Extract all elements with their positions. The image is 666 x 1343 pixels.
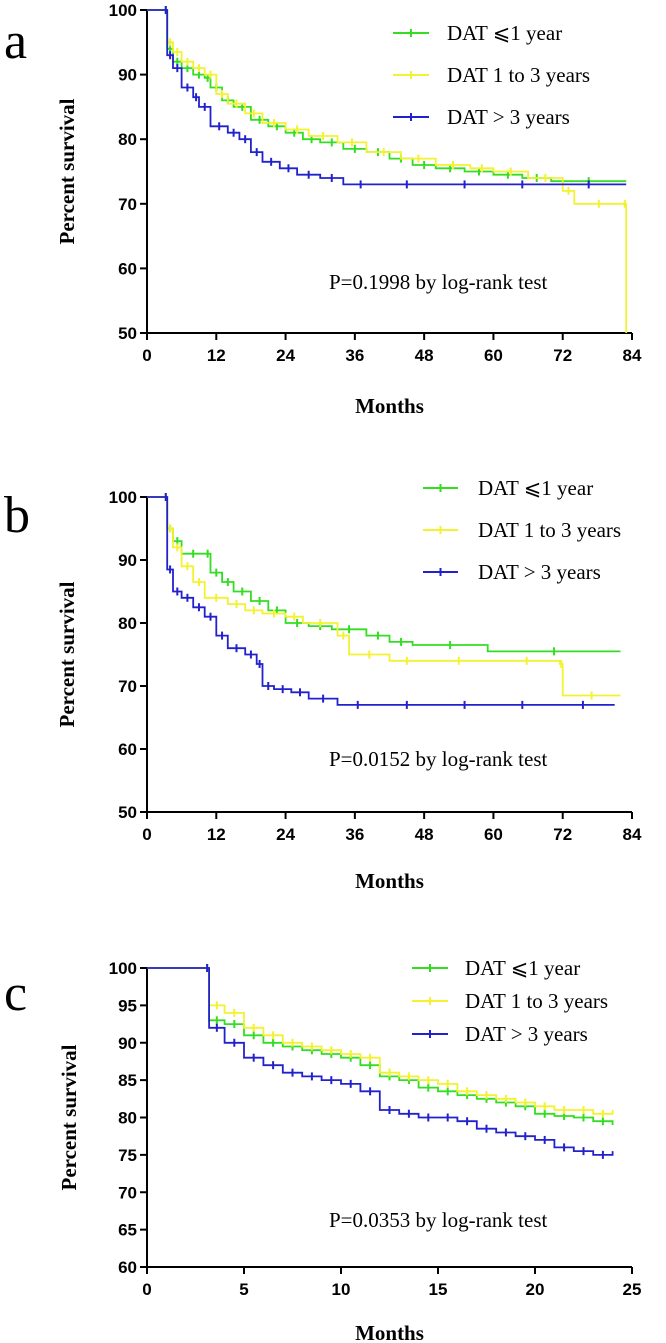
x-tick-label: 24 [276,346,295,365]
p-value-annotation: P=0.0353 by log-rank test [329,1208,547,1232]
y-tick-label: 95 [118,996,137,1015]
x-tick-label: 12 [207,346,226,365]
x-tick-label: 5 [239,1280,248,1299]
legend-label: DAT ⩽1 year [478,476,593,500]
p-value-annotation: P=0.0152 by log-rank test [329,747,547,771]
x-tick-label: 25 [623,1280,642,1299]
y-tick-label: 50 [118,324,137,343]
y-tick-label: 65 [118,1221,137,1240]
x-tick-label: 72 [553,346,572,365]
y-tick-label: 100 [109,959,137,978]
survival-curve-series-3 [147,9,627,186]
survival-curve-series-3 [147,967,614,1156]
y-tick-label: 90 [118,66,137,85]
chart-panel-a: a 50 60 70 80 90 100 0 12 24 36 48 60 72 84 Months Perce… [4,1,642,418]
legend-label: DAT 1 to 3 years [478,518,621,542]
y-tick-label: 75 [118,1146,137,1165]
x-tick-label: 0 [142,825,151,844]
x-tick-label: 48 [415,825,434,844]
y-tick-label: 100 [109,1,137,20]
x-axis-title: Months [355,1321,424,1343]
legend-label: DAT ⩽1 year [465,956,580,980]
y-tick-label: 80 [118,614,137,633]
y-axis-title: Percent survival [55,581,79,727]
survival-curve-series-1 [147,9,627,183]
legend-label: DAT ⩽1 year [447,21,562,45]
x-tick-label: 12 [207,825,226,844]
y-tick-label: 80 [118,1109,137,1128]
y-tick-label: 90 [118,551,137,570]
x-tick-label: 0 [142,346,151,365]
y-axis-title: Percent survival [55,98,79,244]
p-value-annotation: P=0.1998 by log-rank test [329,270,547,294]
panel-letter: a [4,13,27,70]
x-tick-label: 24 [276,825,295,844]
chart-panel-b: b 50 60 70 80 90 100 0 12 24 36 48 60 72 84 Months Perce… [4,476,642,893]
x-axis-title: Months [355,394,424,418]
y-axis-title: Percent survival [57,1044,81,1190]
y-tick-label: 85 [118,1071,137,1090]
y-tick-label: 80 [118,130,137,149]
y-tick-label: 50 [118,803,137,822]
survival-curve-series-2 [147,967,614,1115]
panel-letter: b [4,487,30,544]
x-tick-label: 36 [345,825,364,844]
y-tick-label: 60 [118,1258,137,1277]
legend-label: DAT > 3 years [465,1022,588,1046]
x-tick-label: 48 [415,346,434,365]
y-tick-label: 70 [118,195,137,214]
legend-label: DAT > 3 years [447,105,570,129]
x-tick-label: 20 [526,1280,545,1299]
survival-curve-series-2 [147,9,628,333]
survival-curve-series-3 [147,496,615,706]
x-axis-title: Months [355,869,424,893]
x-tick-label: 15 [429,1280,448,1299]
x-tick-label: 84 [623,825,642,844]
legend-label: DAT > 3 years [478,560,601,584]
y-tick-label: 90 [118,1034,137,1053]
x-tick-label: 60 [484,825,503,844]
legend-label: DAT 1 to 3 years [447,63,590,87]
x-tick-label: 10 [332,1280,351,1299]
y-tick-label: 70 [118,1183,137,1202]
x-tick-label: 72 [553,825,572,844]
x-tick-label: 36 [345,346,364,365]
panel-letter: c [4,965,27,1022]
y-tick-label: 60 [118,259,137,278]
survival-curve-series-2 [147,496,621,697]
chart-panel-c: c 60 65 70 75 80 85 90 95 100 0 5 10 15 20 25 Months Perc… [4,956,641,1343]
x-tick-label: 60 [484,346,503,365]
y-tick-label: 100 [109,488,137,507]
x-tick-label: 84 [623,346,642,365]
y-tick-label: 60 [118,740,137,759]
x-tick-label: 0 [142,1280,151,1299]
y-tick-label: 70 [118,677,137,696]
legend-label: DAT 1 to 3 years [465,989,608,1013]
